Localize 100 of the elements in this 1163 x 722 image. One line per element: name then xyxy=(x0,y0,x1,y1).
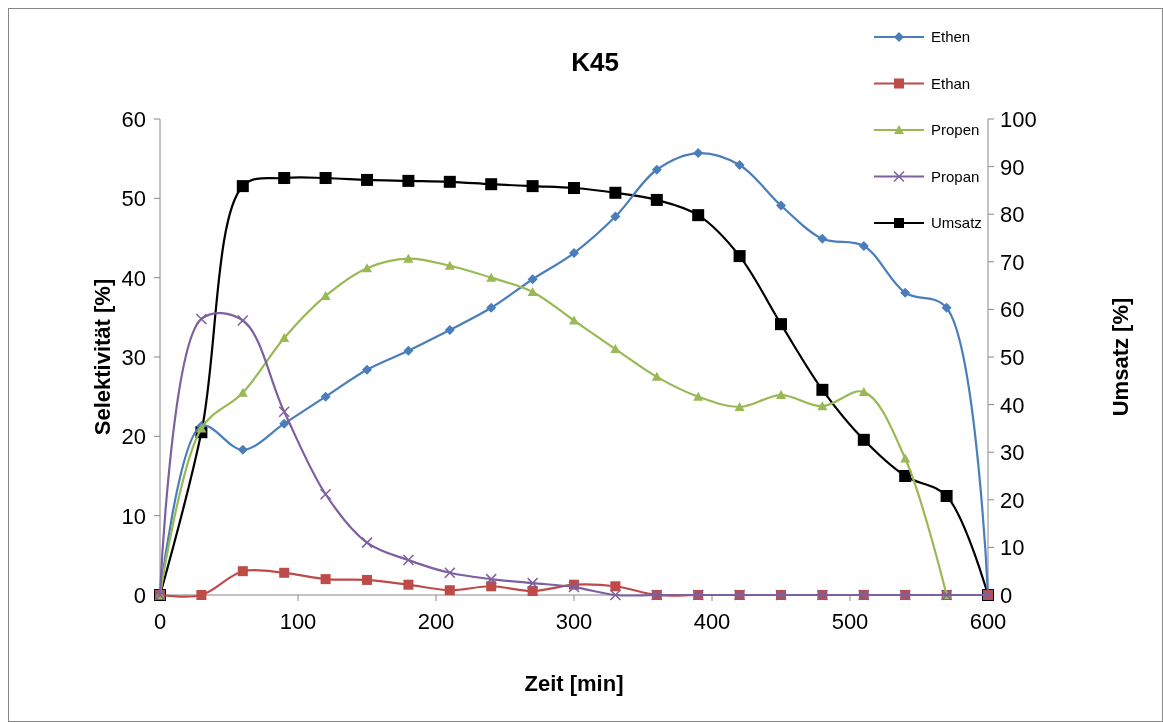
point xyxy=(899,470,912,482)
point xyxy=(900,287,911,298)
y-tick-label: 30 xyxy=(121,345,146,370)
point xyxy=(402,174,415,187)
point xyxy=(609,186,622,199)
point xyxy=(526,180,539,193)
point xyxy=(776,200,786,211)
y-tick-label: 50 xyxy=(121,186,146,212)
y2-axis-title: Umsatz [%] xyxy=(1108,297,1133,417)
point xyxy=(403,579,414,590)
point xyxy=(444,585,455,596)
y-tick-label: 40 xyxy=(121,265,146,291)
y2-tick-label: 80 xyxy=(1000,202,1025,228)
point xyxy=(858,386,869,396)
y2-tick-label: 100 xyxy=(1000,107,1037,132)
point xyxy=(237,566,248,577)
legend-label: Ethen xyxy=(931,28,971,45)
point xyxy=(609,589,622,601)
point xyxy=(610,344,621,354)
point xyxy=(319,172,332,185)
point xyxy=(775,318,787,331)
y-axis-title: Selektivität [%] xyxy=(90,278,115,436)
point xyxy=(526,577,539,589)
point xyxy=(651,164,662,175)
point xyxy=(237,387,248,397)
point xyxy=(693,148,704,159)
y-tick-label: 0 xyxy=(133,583,146,608)
point xyxy=(444,260,455,270)
chart-title: K45 xyxy=(571,47,619,77)
point xyxy=(362,364,372,375)
point xyxy=(278,405,290,418)
point xyxy=(651,371,662,381)
point xyxy=(527,274,538,285)
point xyxy=(278,172,291,185)
point xyxy=(279,418,290,429)
x-tick-label: 0 xyxy=(153,609,167,634)
x-tick-label: 100 xyxy=(279,609,317,634)
point xyxy=(279,332,290,342)
y2-tick-label: 50 xyxy=(1000,345,1025,370)
point xyxy=(320,391,331,402)
point xyxy=(527,286,538,296)
y-tick-label: 20 xyxy=(121,424,146,450)
point xyxy=(733,250,746,263)
point xyxy=(485,178,498,191)
y-tick-label: 10 xyxy=(121,503,146,529)
point xyxy=(486,272,497,282)
point xyxy=(444,325,455,336)
point xyxy=(362,574,372,585)
point xyxy=(693,391,704,401)
y2-tick-label: 10 xyxy=(1000,535,1025,561)
y2-tick-label: 0 xyxy=(1000,583,1013,608)
y2-tick-label: 40 xyxy=(1000,392,1025,418)
point xyxy=(196,590,207,600)
point xyxy=(195,313,208,325)
point xyxy=(610,211,621,222)
point xyxy=(858,240,869,251)
legend-label: Propen xyxy=(931,121,980,138)
y2-tick-label: 70 xyxy=(1000,249,1025,275)
point xyxy=(527,586,538,597)
point xyxy=(569,248,579,259)
legend-label: Umsatz xyxy=(931,214,982,231)
point xyxy=(279,567,290,578)
x-tick-label: 300 xyxy=(555,609,593,634)
point xyxy=(940,489,953,502)
x-tick-label: 500 xyxy=(831,609,869,634)
point xyxy=(776,390,786,400)
point xyxy=(320,574,331,585)
point xyxy=(650,193,663,206)
point xyxy=(692,209,705,222)
point xyxy=(941,302,952,313)
x-axis-title: Zeit [min] xyxy=(524,671,624,696)
legend-label: Ethan xyxy=(931,74,971,92)
x-tick-label: 200 xyxy=(417,609,455,634)
point xyxy=(817,233,828,244)
point xyxy=(857,433,870,446)
y2-tick-label: 20 xyxy=(1000,487,1025,513)
x-tick-label: 600 xyxy=(969,609,1007,634)
y2-tick-label: 30 xyxy=(1000,440,1025,466)
y2-tick-label: 60 xyxy=(1000,297,1025,323)
y-tick-label: 60 xyxy=(121,107,146,132)
point xyxy=(569,315,579,325)
point xyxy=(734,160,745,171)
point xyxy=(362,263,372,273)
point xyxy=(443,175,456,188)
point xyxy=(237,314,249,327)
point xyxy=(568,182,580,195)
point xyxy=(320,290,331,300)
point xyxy=(403,253,414,263)
x-tick-label: 400 xyxy=(693,609,731,634)
point xyxy=(319,488,332,500)
point xyxy=(485,573,497,585)
legend-label: Propan xyxy=(931,167,980,185)
point xyxy=(402,554,415,566)
point xyxy=(236,180,249,193)
point xyxy=(817,401,828,411)
point xyxy=(444,567,456,579)
point xyxy=(486,302,497,313)
point xyxy=(734,401,745,411)
point xyxy=(610,581,621,592)
point xyxy=(237,444,248,455)
